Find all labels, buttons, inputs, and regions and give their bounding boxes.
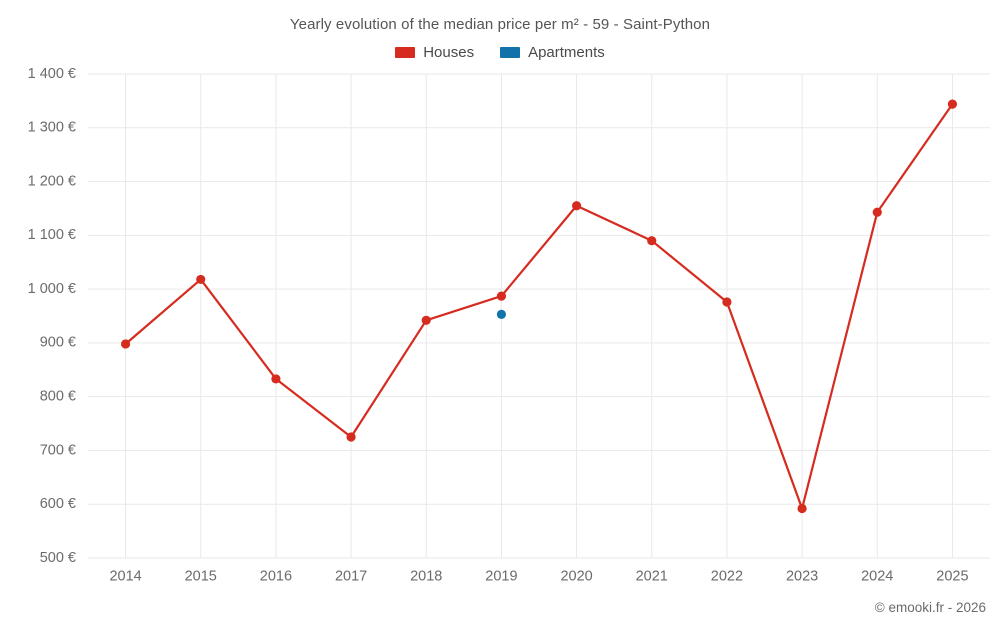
legend-swatch-apartments [500, 47, 521, 58]
x-axis-tick-label: 2023 [786, 569, 818, 585]
x-axis-tick-label: 2015 [185, 569, 217, 585]
x-axis-tick-labels: 2014 2015 2016 2017 2018 2019 2020 2021 2022 2023… [109, 569, 968, 585]
data-point-houses[interactable] [421, 315, 431, 325]
y-axis-tick-label: 600 € [40, 496, 76, 512]
y-axis-tick-label: 1 200 € [28, 173, 76, 189]
data-point-houses[interactable] [947, 99, 958, 109]
x-axis-tick-label: 2025 [936, 569, 968, 585]
x-axis-tick-label: 2017 [335, 569, 367, 585]
chart-legend: Houses Apartments [0, 44, 1000, 61]
y-axis-tick-label: 1 300 € [28, 120, 76, 136]
data-point-houses[interactable] [196, 274, 206, 285]
y-axis-tick-label: 800 € [40, 388, 76, 404]
data-series-layer [120, 99, 958, 514]
y-axis-tick-label: 1 400 € [28, 66, 76, 82]
data-point-houses[interactable] [120, 339, 131, 349]
y-axis-tick-label: 1 100 € [28, 227, 76, 243]
data-point-houses[interactable] [571, 201, 582, 211]
data-point-houses[interactable] [496, 291, 507, 301]
data-point-houses[interactable] [722, 297, 732, 307]
footer-credit: © emooki.fr - 2026 [874, 600, 986, 615]
legend-item-houses[interactable]: Houses [395, 44, 474, 61]
legend-label-houses: Houses [423, 44, 475, 61]
x-axis-tick-label: 2020 [560, 569, 592, 585]
y-axis-tick-label: 700 € [40, 442, 76, 458]
x-axis-tick-label: 2024 [861, 569, 893, 585]
grid-lines [88, 73, 990, 559]
data-point-houses[interactable] [647, 236, 657, 246]
data-point-houses[interactable] [346, 432, 356, 442]
x-axis-tick-label: 2016 [260, 569, 292, 585]
x-axis-tick-label: 2021 [636, 569, 668, 585]
legend-swatch-houses [395, 47, 416, 58]
series-line-houses [124, 103, 954, 510]
data-point-apartments[interactable] [496, 309, 507, 319]
y-axis-tick-label: 900 € [40, 335, 76, 351]
legend-item-apartments[interactable]: Apartments [500, 44, 605, 61]
x-axis-tick-label: 2019 [485, 569, 517, 585]
data-point-houses[interactable] [271, 374, 281, 384]
x-axis-tick-label: 2018 [410, 569, 442, 585]
data-point-houses[interactable] [797, 503, 807, 514]
y-axis-tick-labels: 500 € 600 € 700 € 800 € 900 € 1 000 € 1 100 € 1… [28, 66, 76, 566]
y-axis-tick-label: 500 € [40, 550, 76, 566]
x-axis-tick-label: 2022 [711, 569, 743, 585]
x-axis-tick-label: 2014 [109, 569, 141, 585]
legend-label-apartments: Apartments [528, 44, 605, 61]
data-point-houses[interactable] [872, 207, 882, 217]
y-axis-tick-label: 1 000 € [28, 281, 76, 297]
page-title: Yearly evolution of the median price per… [289, 16, 711, 33]
